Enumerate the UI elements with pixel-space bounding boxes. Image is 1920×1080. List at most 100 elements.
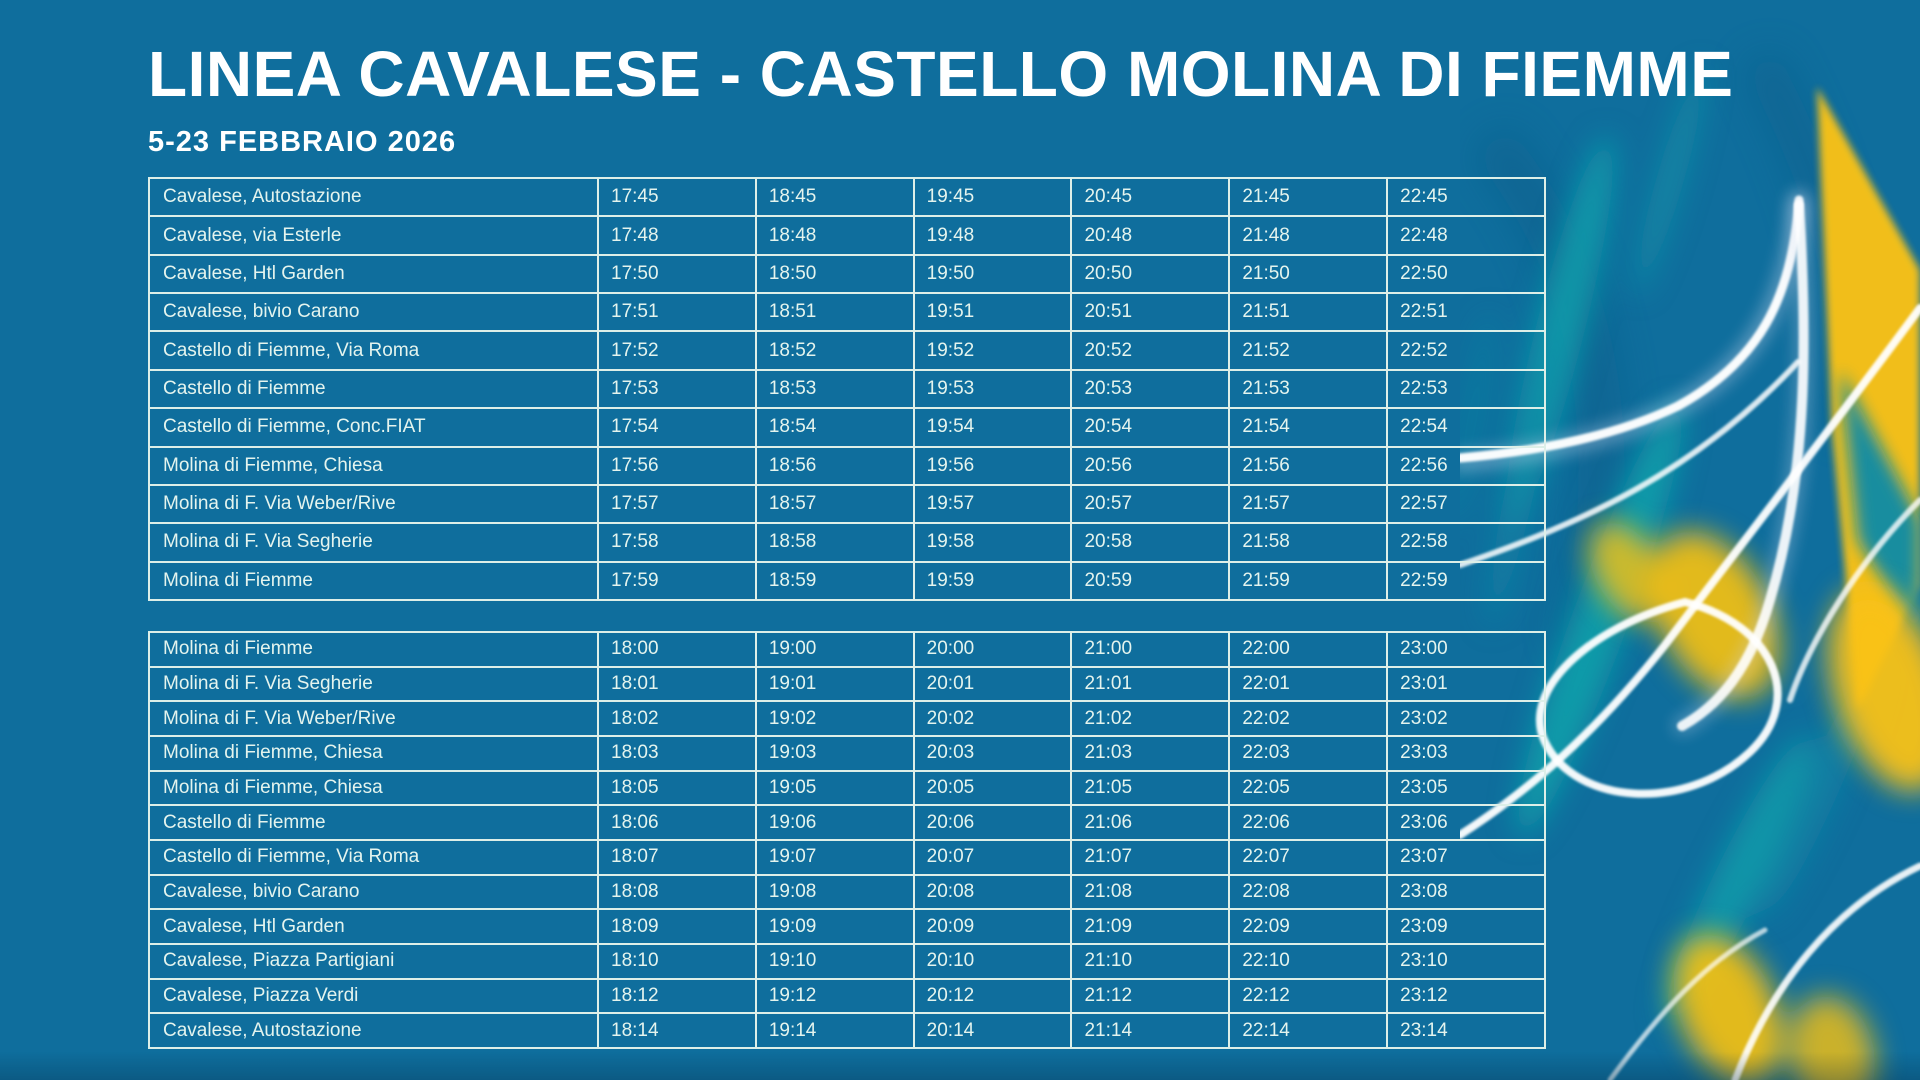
- time-cell: 21:51: [1228, 292, 1389, 333]
- table-row: Molina di Fiemme 17:59 18:59 19:59 20:59 21:5…: [148, 560, 1546, 602]
- time-cell: 22:51: [1386, 292, 1546, 333]
- table-row: Cavalese, Htl Garden 17:50 18:50 19:50 20:50…: [148, 253, 1546, 295]
- stop-name-cell: Molina di F. Via Segherie: [148, 665, 599, 703]
- time-cell: 18:54: [754, 407, 915, 448]
- time-cell: 22:58: [1386, 522, 1546, 563]
- time-cell: 21:06: [1070, 804, 1231, 841]
- stop-name-cell: Cavalese, Autostazione: [148, 1012, 599, 1049]
- time-cell: 19:08: [754, 873, 915, 911]
- stop-name-cell: Castello di Fiemme, Via Roma: [148, 838, 599, 876]
- time-cell: 18:02: [597, 700, 757, 737]
- time-cell: 22:54: [1386, 407, 1546, 448]
- table-row: Cavalese, bivio Carano 18:08 19:08 20:08 21:…: [148, 873, 1546, 911]
- time-cell: 19:06: [754, 804, 915, 841]
- stop-name-cell: Castello di Fiemme, Via Roma: [148, 330, 599, 371]
- time-cell: 22:52: [1386, 330, 1546, 371]
- time-cell: 18:07: [597, 838, 757, 876]
- time-cell: 22:01: [1228, 665, 1389, 703]
- time-cell: 23:07: [1386, 838, 1546, 876]
- time-cell: 22:03: [1228, 734, 1389, 772]
- stop-name-cell: Molina di Fiemme, Chiesa: [148, 734, 599, 772]
- time-cell: 20:59: [1070, 560, 1231, 602]
- time-cell: 22:12: [1228, 977, 1389, 1015]
- time-cell: 19:09: [754, 908, 915, 945]
- time-cell: 20:54: [1070, 407, 1231, 448]
- time-cell: 22:08: [1228, 873, 1389, 911]
- stop-name-cell: Molina di F. Via Weber/Rive: [148, 700, 599, 737]
- time-cell: 23:10: [1386, 942, 1546, 980]
- time-cell: 18:10: [597, 942, 757, 980]
- time-cell: 19:57: [912, 483, 1073, 525]
- table-row: Molina di F. Via Segherie 18:01 19:01 20:01…: [148, 665, 1546, 703]
- time-cell: 19:50: [912, 253, 1073, 295]
- time-cell: 22:59: [1386, 560, 1546, 602]
- time-cell: 23:14: [1386, 1012, 1546, 1049]
- time-cell: 20:48: [1070, 215, 1231, 256]
- time-cell: 22:06: [1228, 804, 1389, 841]
- time-cell: 18:06: [597, 804, 757, 841]
- time-cell: 20:02: [912, 700, 1073, 737]
- time-cell: 23:06: [1386, 804, 1546, 841]
- time-cell: 17:51: [597, 292, 757, 333]
- time-cell: 21:05: [1070, 769, 1231, 807]
- table-row: Cavalese, via Esterle 17:48 18:48 19:48 20:4…: [148, 215, 1546, 256]
- time-cell: 17:45: [597, 176, 757, 218]
- stop-name-cell: Cavalese, bivio Carano: [148, 292, 599, 333]
- time-cell: 23:05: [1386, 769, 1546, 807]
- time-cell: 18:09: [597, 908, 757, 945]
- time-cell: 20:01: [912, 665, 1073, 703]
- time-cell: 21:01: [1070, 665, 1231, 703]
- time-cell: 21:54: [1228, 407, 1389, 448]
- table-row: Molina di F. Via Weber/Rive 18:02 19:02 20:…: [148, 700, 1546, 737]
- time-cell: 21:12: [1070, 977, 1231, 1015]
- stop-name-cell: Cavalese, Piazza Partigiani: [148, 942, 599, 980]
- stop-name-cell: Cavalese, Autostazione: [148, 176, 599, 218]
- time-cell: 17:50: [597, 253, 757, 295]
- time-cell: 22:14: [1228, 1012, 1389, 1049]
- time-cell: 18:45: [754, 176, 915, 218]
- time-cell: 19:05: [754, 769, 915, 807]
- time-cell: 18:59: [754, 560, 915, 602]
- time-cell: 21:10: [1070, 942, 1231, 980]
- stop-name-cell: Cavalese, via Esterle: [148, 215, 599, 256]
- page-subtitle: 5-23 FEBBRAIO 2026: [148, 126, 457, 158]
- stop-name-cell: Cavalese, Piazza Verdi: [148, 977, 599, 1015]
- time-cell: 20:06: [912, 804, 1073, 841]
- table-row: Cavalese, bivio Carano 17:51 18:51 19:51 20:…: [148, 292, 1546, 333]
- stop-name-cell: Castello di Fiemme: [148, 804, 599, 841]
- stop-name-cell: Cavalese, Htl Garden: [148, 908, 599, 945]
- time-cell: 20:14: [912, 1012, 1073, 1049]
- time-cell: 22:57: [1386, 483, 1546, 525]
- stop-name-cell: Molina di Fiemme, Chiesa: [148, 769, 599, 807]
- time-cell: 17:56: [597, 445, 757, 486]
- time-cell: 19:59: [912, 560, 1073, 602]
- time-cell: 20:51: [1070, 292, 1231, 333]
- time-cell: 21:57: [1228, 483, 1389, 525]
- table-row: Cavalese, Autostazione 17:45 18:45 19:45 20:…: [148, 176, 1546, 218]
- time-cell: 18:01: [597, 665, 757, 703]
- table-row: Cavalese, Htl Garden 18:09 19:09 20:09 21:09…: [148, 908, 1546, 945]
- table-row: Castello di Fiemme, Conc.FIAT 17:54 18:54 1…: [148, 407, 1546, 448]
- time-cell: 23:09: [1386, 908, 1546, 945]
- time-cell: 21:58: [1228, 522, 1389, 563]
- table-row: Cavalese, Autostazione 18:14 19:14 20:14 21:…: [148, 1012, 1546, 1049]
- time-cell: 23:12: [1386, 977, 1546, 1015]
- table-row: Castello di Fiemme, Via Roma 18:07 19:07 20…: [148, 838, 1546, 876]
- table-row: Cavalese, Piazza Partigiani 18:10 19:10 20:…: [148, 942, 1546, 980]
- time-cell: 23:02: [1386, 700, 1546, 737]
- stop-name-cell: Molina di Fiemme, Chiesa: [148, 445, 599, 486]
- time-cell: 19:01: [754, 665, 915, 703]
- time-cell: 19:51: [912, 292, 1073, 333]
- yellow-sail-shape: [1588, 87, 1920, 1080]
- time-cell: 19:10: [754, 942, 915, 980]
- time-cell: 19:03: [754, 734, 915, 772]
- table-row: Molina di Fiemme 18:00 19:00 20:00 21:00 22:0…: [148, 631, 1546, 668]
- time-cell: 18:56: [754, 445, 915, 486]
- time-cell: 20:09: [912, 908, 1073, 945]
- stop-name-cell: Molina di F. Via Weber/Rive: [148, 483, 599, 525]
- time-cell: 18:00: [597, 631, 757, 668]
- time-cell: 22:45: [1386, 176, 1546, 218]
- time-cell: 19:00: [754, 631, 915, 668]
- stop-name-cell: Cavalese, Htl Garden: [148, 253, 599, 295]
- time-cell: 20:08: [912, 873, 1073, 911]
